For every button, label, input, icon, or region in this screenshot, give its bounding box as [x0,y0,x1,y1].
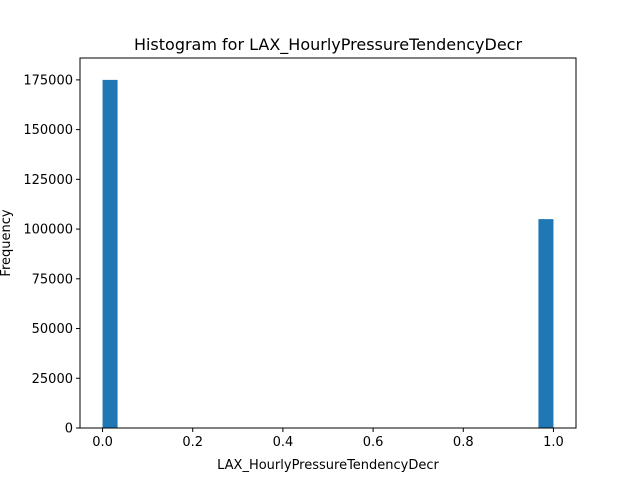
y-tick-label-6: 150000 [23,123,73,138]
x-tick-label-1: 0.2 [182,435,203,450]
y-tick-label-7: 175000 [23,73,73,88]
x-axis-label: LAX_HourlyPressureTendencyDecr [217,458,439,473]
bars-group [102,79,554,429]
histogram-bar-0 [102,79,118,429]
x-tick-label-3: 0.6 [363,435,384,450]
y-tick-label-1: 25000 [32,372,73,387]
plot-frame [79,57,577,429]
x-tick-label-4: 0.8 [453,435,474,450]
y-axis-ticks: 0 25000 50000 75000 100000 125000 150000 175000 [23,73,80,437]
chart-title: Histogram for LAX_HourlyPressureTendency… [134,35,523,55]
y-tick-label-4: 100000 [23,223,73,238]
y-tick-label-5: 125000 [23,173,73,188]
y-tick-label-0: 0 [65,422,73,437]
x-axis-ticks: 0.0 0.2 0.4 0.6 0.8 1.0 [92,428,564,450]
y-tick-label-3: 75000 [32,272,73,287]
x-tick-label-2: 0.4 [273,435,294,450]
y-axis-label: Frequency [0,209,14,276]
y-tick-label-2: 50000 [32,322,73,337]
x-tick-label-5: 1.0 [543,435,564,450]
histogram-bar-1 [538,219,554,428]
x-tick-label-0: 0.0 [92,435,113,450]
